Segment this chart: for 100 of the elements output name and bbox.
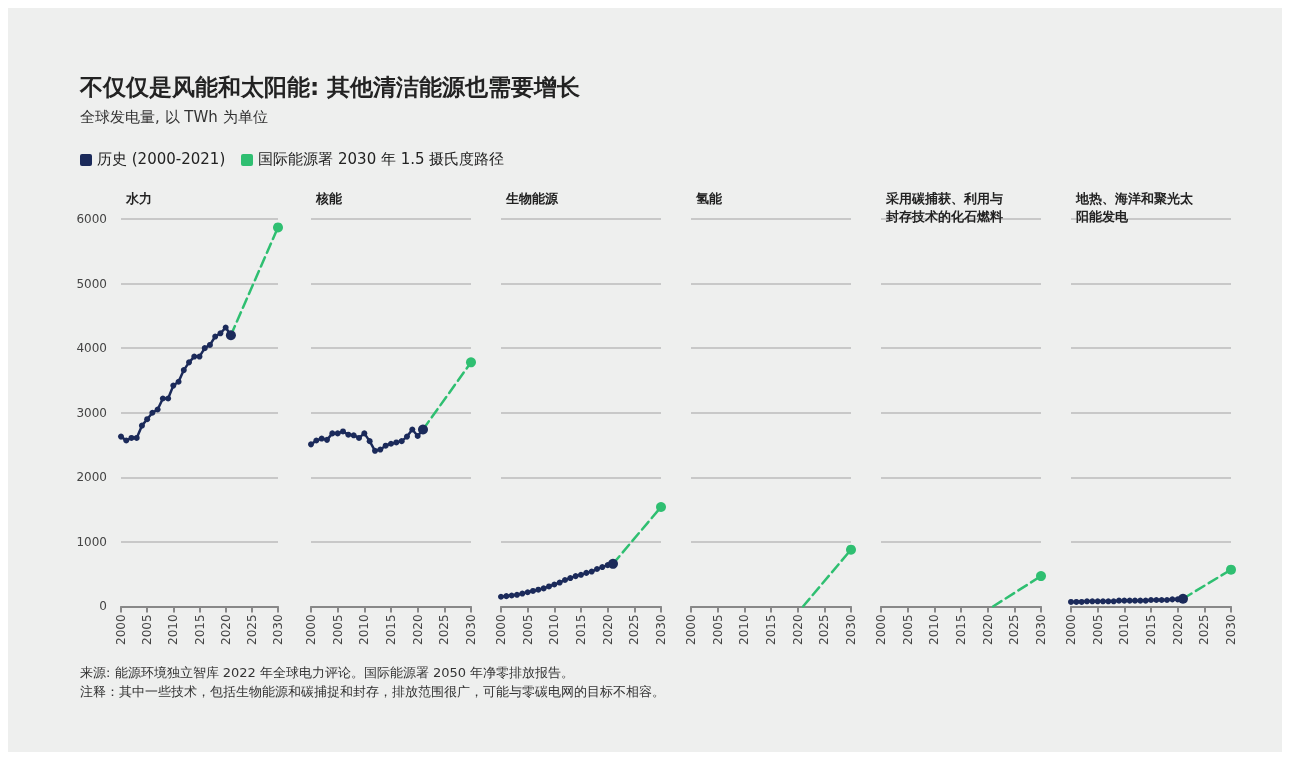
point	[524, 589, 531, 596]
x-tick-label: 2025	[244, 614, 259, 646]
x-tick-label: 2020	[600, 614, 615, 646]
x-tick-label: 2030	[1034, 614, 1048, 646]
point	[1132, 597, 1138, 604]
x-tick-label: 2005	[140, 614, 155, 646]
point	[356, 434, 362, 441]
legend-label: 国际能源署 2030 年 1.5 摄氏度路径	[258, 150, 505, 169]
x-tick-label: 2020	[980, 614, 995, 646]
point	[1068, 598, 1074, 605]
point	[1126, 597, 1133, 604]
point	[535, 586, 542, 593]
chart-title: 核能	[315, 190, 343, 206]
point	[154, 406, 161, 413]
x-tick-label: 2030	[271, 614, 285, 646]
point	[350, 432, 357, 439]
point	[656, 502, 666, 513]
text: 全球发电量, 以 TWh 为单位	[80, 108, 268, 127]
x-tick-label: 2010	[166, 614, 181, 646]
x-tick-label: 2005	[330, 614, 345, 646]
point	[1110, 598, 1117, 605]
x-tick-label: 2000	[684, 614, 698, 646]
point	[466, 357, 476, 368]
point	[1164, 597, 1170, 603]
point	[1116, 597, 1122, 604]
point	[562, 576, 568, 583]
x-tick-label: 2015	[192, 614, 207, 646]
point	[540, 585, 547, 592]
point	[567, 575, 574, 582]
x-tick-label: 2015	[384, 614, 398, 646]
x-tick-label: 2000	[494, 614, 508, 646]
point	[170, 382, 177, 389]
point	[583, 569, 590, 576]
x-tick-label: 2030	[844, 614, 858, 646]
point	[175, 378, 182, 385]
x-tick-label: 2030	[464, 614, 478, 646]
point	[1084, 598, 1090, 605]
x-tick-label: 2005	[900, 614, 915, 646]
point	[498, 593, 504, 600]
point	[530, 587, 536, 594]
point	[118, 433, 124, 440]
point	[138, 422, 145, 429]
x-tick-label: 2020	[410, 614, 425, 646]
source-note: 来源: 能源环境独立智库 2022 年全球电力评论。国际能源署 2050 年净零排放报告。	[80, 664, 576, 682]
x-tick-label: 2005	[520, 614, 535, 646]
point	[1226, 564, 1236, 575]
point	[404, 433, 410, 440]
x-tick-label: 2000	[1064, 614, 1078, 646]
x-tick-label: 2025	[437, 614, 452, 646]
point	[372, 447, 378, 454]
chart-title: 生物能源	[505, 190, 559, 206]
x-tick-label: 2010	[1117, 614, 1132, 646]
point	[398, 438, 405, 445]
point	[588, 568, 595, 575]
point	[1089, 598, 1096, 605]
x-tick-label: 2020	[1170, 614, 1185, 646]
point	[329, 430, 336, 437]
point	[206, 341, 213, 348]
point	[546, 583, 552, 590]
x-tick-label: 2020	[790, 614, 805, 646]
x-tick-label: 2025	[817, 614, 832, 646]
x-tick-label: 2030	[1224, 614, 1238, 646]
point	[201, 345, 208, 352]
y-tick-label: 4000	[76, 341, 107, 356]
x-tick-label: 2010	[357, 614, 372, 646]
point	[393, 439, 400, 446]
x-tick-label: 2020	[218, 614, 233, 646]
point	[133, 434, 140, 441]
point	[1121, 597, 1128, 604]
point	[1169, 596, 1176, 603]
point	[334, 430, 341, 437]
x-tick-label: 2005	[1090, 614, 1105, 646]
point	[366, 438, 373, 445]
point	[1105, 598, 1112, 605]
text: 注释：其中一些技术，包括生物能源和碳捕捉和封存，排放范围很广，可能与零碳电网的目标不相容。	[80, 683, 665, 701]
point	[382, 442, 389, 449]
point	[308, 441, 314, 448]
point	[514, 591, 520, 598]
y-tick-label: 0	[99, 599, 107, 614]
point	[273, 222, 283, 233]
x-tick-label: 2015	[1144, 614, 1158, 646]
point	[599, 564, 606, 571]
point	[361, 430, 368, 437]
point	[578, 571, 584, 578]
legend-label: 历史 (2000-2021)	[97, 150, 226, 169]
point	[503, 593, 510, 600]
point	[186, 359, 193, 366]
x-tick-label: 2030	[654, 614, 668, 646]
point	[1137, 597, 1144, 604]
y-tick-label: 6000	[76, 212, 107, 226]
x-tick-label: 2000	[874, 614, 888, 646]
x-tick-label: 2025	[1007, 614, 1022, 646]
y-tick-label: 5000	[76, 276, 107, 291]
chart-title: 水力	[125, 190, 152, 206]
x-tick-label: 2000	[114, 614, 128, 646]
point	[1100, 598, 1106, 605]
x-tick-label: 2010	[927, 614, 942, 646]
point	[196, 353, 203, 360]
point	[1073, 598, 1080, 605]
point	[594, 566, 600, 572]
